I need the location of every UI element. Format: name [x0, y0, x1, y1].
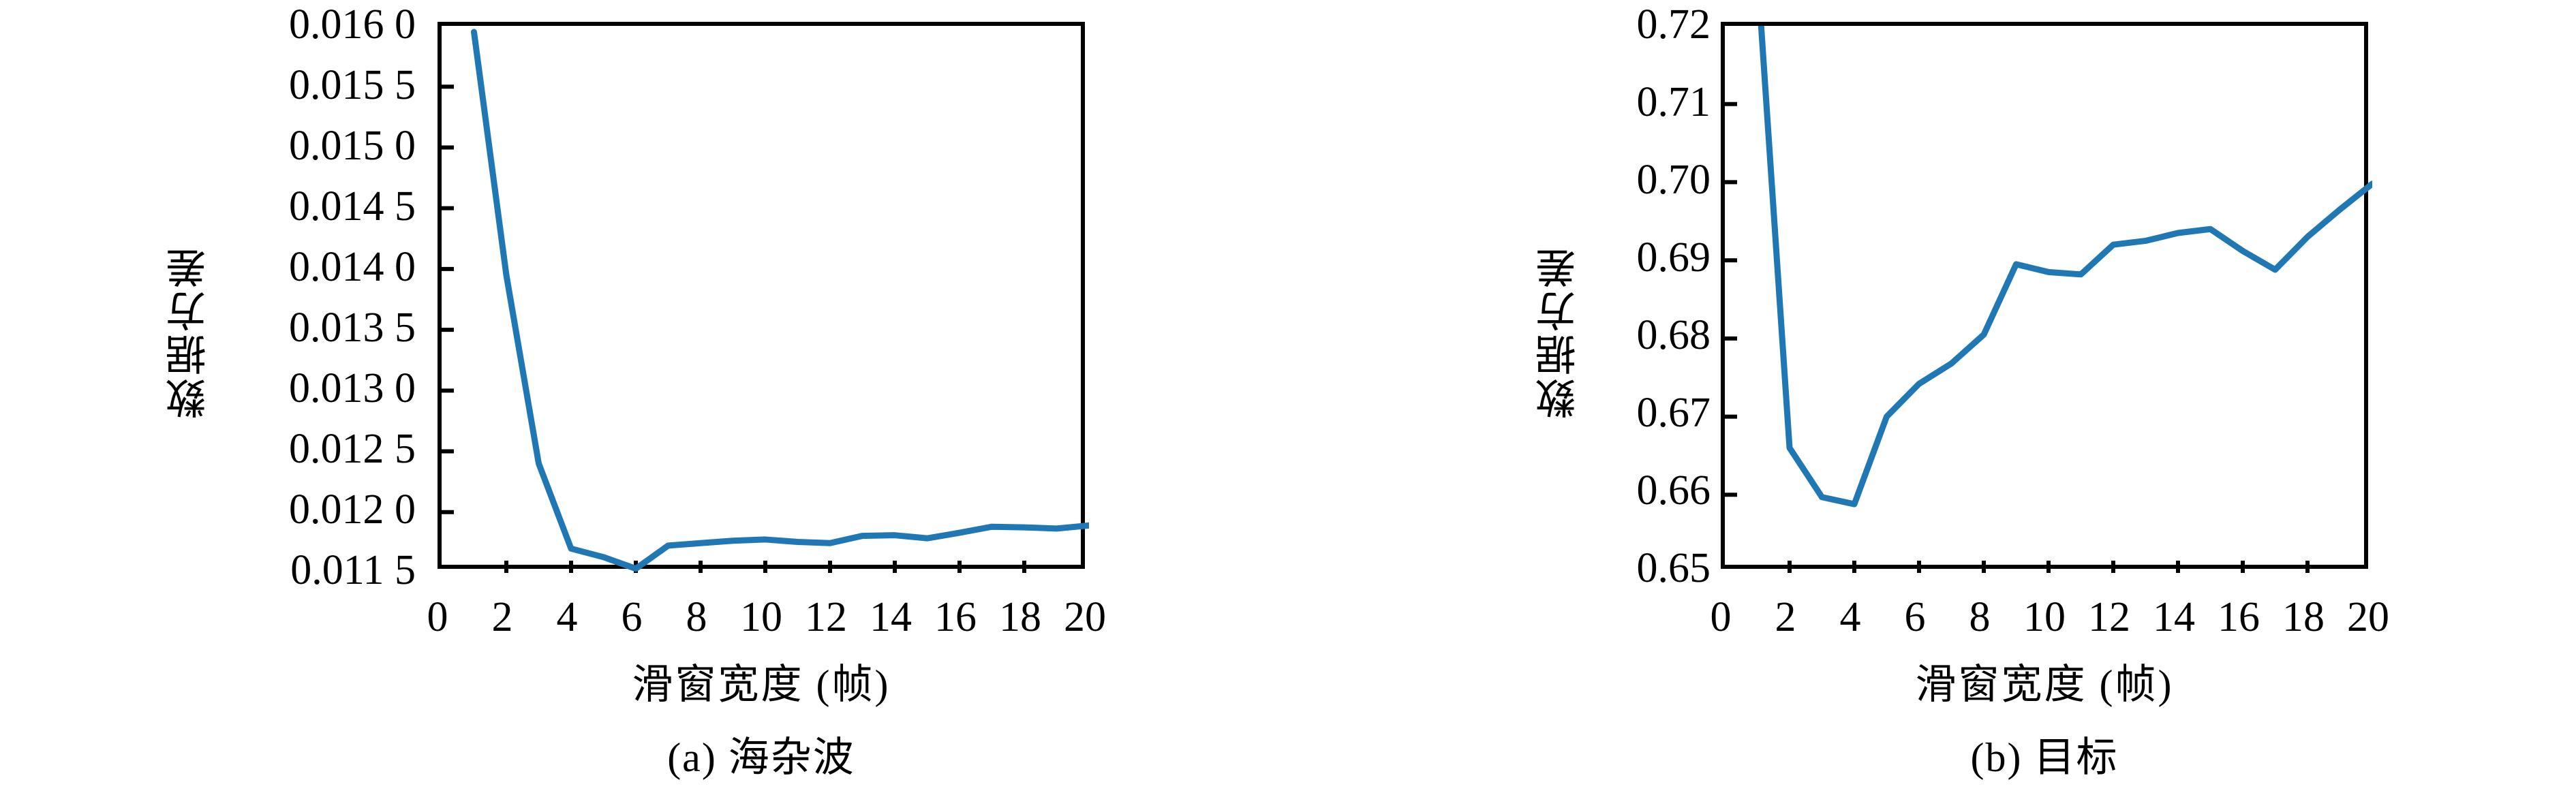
x-tick-label-a-4: 8 — [686, 594, 707, 640]
panel-caption-b: (b) 目标 — [1970, 735, 2119, 780]
y-tick-label-a-8: 0.015 5 — [289, 62, 416, 108]
x-axis-label-a: 滑窗宽度 (帧) — [632, 662, 891, 707]
x-tick-label-b-0: 0 — [1710, 594, 1732, 640]
y-tick-label-b-6: 0.71 — [1636, 79, 1711, 125]
y-tick-label-b-2: 0.67 — [1636, 390, 1711, 436]
plot-line-a — [442, 29, 1089, 573]
y-tick-label-a-5: 0.014 0 — [289, 244, 416, 290]
y-tick-label-b-3: 0.68 — [1636, 312, 1711, 358]
panel-a: 数据方差 0.016 0 0.015 5 0.015 0 0.014 5 0.0… — [167, 1, 1106, 780]
y-tick-label-a-7: 0.015 0 — [289, 123, 416, 169]
y-tick-label-a-6: 0.014 5 — [289, 183, 416, 230]
y-tick-label-b-1: 0.66 — [1636, 467, 1711, 514]
plot-area-a — [438, 22, 1089, 573]
y-tick-label-b-4: 0.69 — [1636, 234, 1711, 281]
x-tick-label-a-1: 2 — [491, 594, 513, 640]
y-tick-label-b-5: 0.70 — [1636, 157, 1711, 203]
x-tick-label-b-6: 12 — [2088, 594, 2130, 640]
x-tick-label-a-2: 4 — [556, 594, 578, 640]
x-axis-label-b: 滑窗宽度 (帧) — [1915, 662, 2174, 707]
x-tick-label-a-3: 6 — [621, 594, 643, 640]
y-tick-label-a-4: 0.013 5 — [289, 305, 416, 351]
plot-area-b — [1721, 22, 2372, 573]
x-tick-label-a-8: 16 — [934, 594, 977, 640]
y-tick-label-a-0: 0.011 5 — [290, 547, 416, 593]
x-tick-label-a-5: 10 — [740, 594, 782, 640]
panel-b: 数据方差 0.72 0.71 0.70 0.69 0.68 0.67 0.66 … — [1288, 0, 2576, 795]
panel-caption-a: (a) 海杂波 — [667, 735, 855, 780]
x-tick-label-a-0: 0 — [427, 594, 448, 640]
x-tick-label-a-7: 14 — [870, 594, 912, 640]
x-tick-label-b-1: 2 — [1775, 594, 1796, 640]
y-tick-label-a-1: 0.012 0 — [289, 486, 416, 533]
x-tick-label-b-2: 4 — [1839, 594, 1861, 640]
y-tick-label-b-7: 0.72 — [1636, 1, 1711, 48]
y-tick-label-b-0: 0.65 — [1636, 545, 1711, 591]
x-tick-label-b-5: 10 — [2023, 594, 2066, 640]
x-tick-label-b-9: 18 — [2282, 594, 2325, 640]
x-tick-label-a-10: 20 — [1064, 594, 1106, 640]
x-tick-label-b-7: 14 — [2153, 594, 2195, 640]
x-tick-label-a-9: 18 — [999, 594, 1041, 640]
x-tick-label-b-8: 16 — [2218, 594, 2260, 640]
x-tick-label-a-6: 12 — [805, 594, 847, 640]
y-tick-label-a-2: 0.012 5 — [289, 426, 416, 472]
x-tick-label-b-3: 6 — [1904, 594, 1926, 640]
plot-line-b — [1725, 26, 2372, 573]
x-tick-label-b-4: 8 — [1969, 594, 1991, 640]
y-tick-label-a-9: 0.016 0 — [289, 1, 416, 48]
y-tick-label-a-3: 0.013 0 — [289, 365, 416, 411]
x-tick-label-b-10: 20 — [2347, 594, 2389, 640]
